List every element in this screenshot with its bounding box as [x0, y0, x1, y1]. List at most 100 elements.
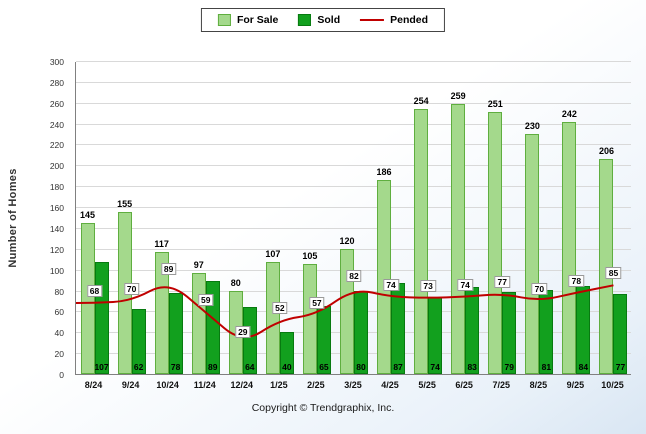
x-tick-label: 8/25	[529, 380, 548, 390]
for-sale-value-label: 80	[230, 277, 241, 288]
sold-value-label: 83	[467, 362, 477, 372]
x-tick-label: 10/24	[156, 380, 179, 390]
y-tick-label: 140	[49, 223, 64, 234]
sold-value-label: 78	[170, 362, 181, 372]
y-tick-label: 260	[49, 98, 64, 109]
for-sale-bar	[562, 121, 577, 374]
x-tick-label: 12/24	[230, 380, 254, 390]
sold-value-label: 62	[133, 362, 144, 372]
y-tick-label: 120	[49, 244, 64, 255]
legend-label-for-sale: For Sale	[236, 14, 279, 26]
sold-value-label: 80	[356, 362, 366, 372]
y-tick-label: 0	[59, 370, 64, 380]
for-sale-bar	[340, 248, 354, 374]
grid-line	[76, 165, 631, 167]
grid-line	[76, 207, 631, 209]
legend-label-sold: Sold	[317, 14, 341, 26]
for-sale-bar	[488, 112, 503, 374]
grid-line	[76, 81, 631, 83]
for-sale-value-label: 254	[413, 96, 429, 106]
sold-value-label: 84	[578, 362, 589, 372]
x-tick-label: 4/25	[381, 380, 399, 390]
for-sale-value-label: 259	[450, 90, 466, 101]
plot-area: 145 107 155 62 117 78 97 89 80 64 107 40 105 65 120 80 1…	[75, 61, 631, 375]
sold-value-label: 74	[430, 362, 440, 372]
x-tick-label: 9/25	[566, 380, 585, 390]
sold-value-label: 81	[541, 362, 552, 372]
for-sale-value-label: 242	[561, 108, 577, 119]
for-sale-bar	[525, 134, 540, 374]
y-tick-label: 40	[54, 328, 64, 339]
y-tick-label: 180	[49, 182, 64, 193]
pended-value-label: 70	[531, 282, 548, 295]
legend: For Sale Sold Pended	[200, 8, 446, 32]
x-axis-ticks: 8/24 9/24 10/24 11/24 12/24 1/25 2/25 3/25 4/25 5…	[75, 378, 631, 394]
x-tick-label: 6/25	[455, 380, 473, 390]
pended-value-label: 52	[272, 301, 288, 314]
sold-value-label: 40	[282, 362, 292, 372]
y-tick-label: 100	[49, 265, 64, 276]
pended-value-label: 68	[86, 285, 103, 298]
grid-line	[76, 123, 631, 125]
for-sale-value-label: 230	[524, 121, 540, 132]
for-sale-value-label: 120	[339, 235, 355, 246]
for-sale-value-label: 186	[376, 166, 392, 177]
sold-value-label: 77	[615, 362, 626, 372]
sold-bar	[391, 283, 406, 374]
x-tick-label: 7/25	[492, 380, 511, 390]
legend-item-sold: Sold	[298, 14, 340, 26]
for-sale-bar	[302, 264, 317, 374]
for-sale-value-label: 97	[193, 259, 204, 270]
for-sale-bar	[80, 222, 95, 374]
for-sale-value-label: 206	[598, 146, 614, 157]
pended-value-label: 57	[309, 296, 325, 309]
x-tick-label: 8/24	[84, 380, 103, 390]
grid-line	[76, 144, 631, 146]
sold-value-label: 64	[245, 362, 255, 372]
legend-item-for-sale: For Sale	[217, 14, 279, 26]
sold-value-label: 79	[504, 362, 514, 372]
x-tick-label: 10/25	[601, 380, 624, 390]
for-sale-value-label: 107	[265, 249, 281, 260]
grid-line	[76, 61, 631, 62]
grid-line	[76, 227, 631, 229]
pended-value-label: 59	[197, 294, 214, 307]
sold-swatch	[298, 14, 312, 26]
pended-value-label: 74	[457, 278, 473, 291]
pended-value-label: 85	[605, 267, 622, 280]
pended-value-label: 78	[568, 274, 585, 287]
y-tick-label: 220	[49, 140, 64, 151]
sold-value-label: 87	[393, 362, 403, 372]
pended-value-label: 74	[383, 278, 399, 291]
x-tick-label: 1/25	[270, 380, 288, 390]
pended-value-label: 89	[160, 263, 177, 276]
pended-value-label: 29	[235, 325, 251, 338]
sold-value-label: 65	[319, 362, 329, 372]
for-sale-value-label: 145	[80, 209, 96, 220]
pended-line-swatch	[360, 19, 385, 21]
grid-line	[76, 186, 631, 188]
for-sale-bar	[191, 272, 206, 374]
for-sale-swatch	[217, 14, 231, 26]
x-tick-label: 2/25	[307, 380, 325, 390]
copyright-text: Copyright © Trendgraphix, Inc.	[251, 402, 395, 414]
y-tick-label: 280	[49, 77, 64, 88]
y-tick-label: 240	[49, 119, 64, 130]
y-tick-label: 160	[49, 203, 64, 214]
x-tick-label: 3/25	[344, 380, 362, 390]
sold-bar	[576, 286, 591, 374]
pended-value-label: 70	[123, 282, 140, 295]
legend-label-pended: Pended	[390, 14, 429, 26]
y-tick-label: 80	[54, 286, 64, 297]
x-tick-label: 5/25	[418, 380, 436, 390]
x-tick-label: 9/24	[121, 380, 140, 390]
pended-value-label: 73	[420, 279, 436, 292]
for-sale-bar	[265, 262, 280, 374]
y-tick-label: 200	[49, 161, 64, 172]
for-sale-value-label: 105	[302, 251, 318, 262]
y-tick-label: 300	[49, 57, 64, 67]
grid-line	[76, 102, 631, 104]
for-sale-bar	[377, 179, 392, 374]
sold-value-label: 107	[94, 362, 109, 372]
